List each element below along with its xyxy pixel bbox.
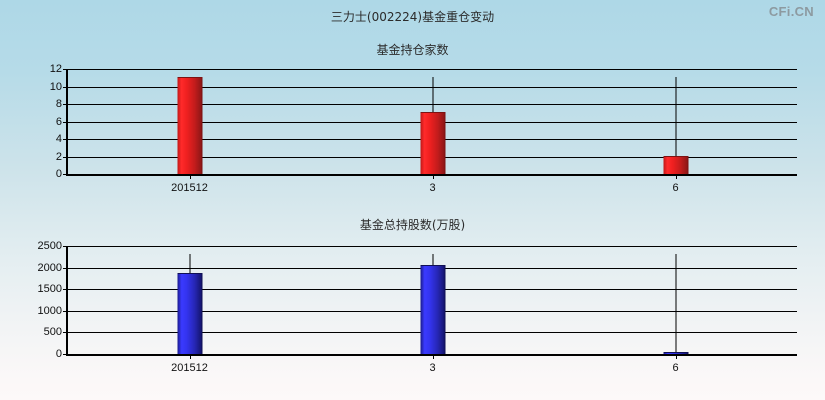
x-axis-tick: [432, 174, 434, 179]
bar-stem: [675, 254, 676, 354]
x-axis-label: 3: [429, 182, 436, 194]
chart-plot-shares: 0 500 1000 1500 2000 2500 201512 3 6: [38, 240, 797, 374]
bar-3[interactable]: [420, 265, 445, 354]
y-axis-label: 0: [55, 168, 62, 180]
y-axis-tick: [63, 121, 68, 123]
y-axis-tick: [63, 332, 68, 334]
x-axis-tick: [432, 354, 434, 359]
x-axis-tick: [675, 174, 677, 179]
gridline: [68, 69, 797, 70]
bar-3[interactable]: [420, 111, 445, 174]
y-axis-label: 1000: [37, 304, 62, 317]
chart-title-shares: 基金总持股数(万股): [359, 218, 466, 232]
gridline: [68, 246, 797, 247]
y-axis-label: 8: [55, 98, 62, 110]
y-axis-label: 0: [55, 348, 62, 360]
bar-201512[interactable]: [177, 273, 202, 354]
x-axis-label: 6: [672, 182, 679, 194]
bar-201512[interactable]: [177, 76, 202, 174]
x-axis-label: 3: [429, 362, 436, 374]
y-axis-tick: [63, 156, 68, 158]
x-axis-label: 201512: [171, 362, 208, 374]
y-axis-tick: [63, 86, 68, 88]
x-axis-label: 6: [672, 362, 679, 374]
x-axis-tick: [189, 354, 191, 359]
y-axis-tick: [63, 246, 68, 247]
x-axis-tick: [675, 354, 677, 359]
y-axis-label: 500: [43, 326, 62, 339]
y-axis-label: 2: [55, 150, 62, 163]
y-axis-tick: [63, 310, 68, 312]
y-axis-label: 2000: [37, 261, 62, 274]
y-axis-label: 2500: [37, 240, 62, 252]
y-axis-label: 10: [49, 80, 62, 93]
chart-plot-holders: 0 2 4 6 8 10 12 201512 3 6: [50, 63, 797, 194]
y-axis-tick: [63, 267, 68, 269]
bar-stem: [675, 77, 676, 174]
y-axis-tick: [63, 139, 68, 140]
y-axis-label: 1500: [37, 283, 62, 296]
bar-6[interactable]: [663, 351, 688, 354]
y-axis-tick: [63, 174, 68, 175]
y-axis-tick: [63, 354, 68, 355]
y-axis-label: 6: [55, 115, 62, 128]
y-axis-label: 12: [49, 63, 62, 75]
x-axis-label: 201512: [171, 182, 208, 194]
chart-title-holders: 基金持仓家数: [376, 43, 449, 57]
page-title: 三力士(002224)基金重仓变动: [330, 10, 495, 24]
y-axis-tick: [63, 69, 68, 70]
watermark-label: CFi.CN: [768, 4, 814, 19]
y-axis-tick: [63, 289, 68, 291]
bar-6[interactable]: [663, 155, 688, 174]
x-axis-tick: [189, 174, 191, 179]
y-axis-label: 4: [55, 133, 62, 145]
y-axis-tick: [63, 104, 68, 105]
